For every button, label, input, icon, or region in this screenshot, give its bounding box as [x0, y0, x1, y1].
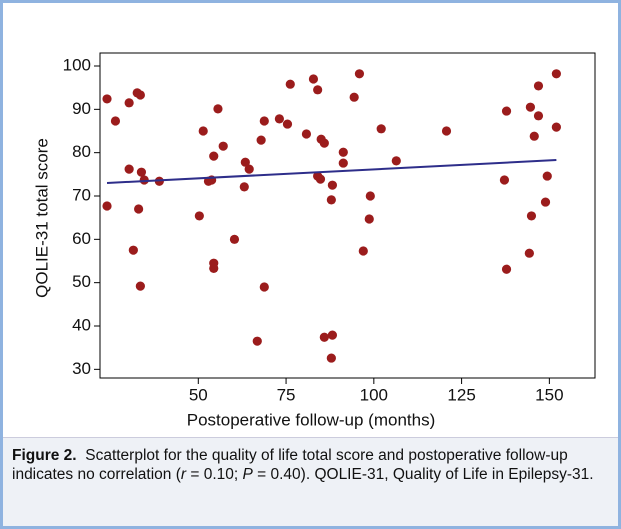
point	[102, 94, 112, 104]
caption: Figure 2. Scatterplot for the quality of…	[3, 437, 618, 526]
point	[525, 102, 536, 112]
point	[540, 197, 551, 207]
point	[499, 175, 510, 185]
point	[128, 245, 138, 255]
trend-line	[106, 159, 557, 184]
point	[349, 92, 359, 102]
point	[365, 191, 375, 201]
point	[213, 104, 223, 114]
point	[252, 336, 262, 346]
point	[542, 171, 552, 181]
x-tick-label: 50	[189, 385, 208, 404]
chart: Postoperative follow-up (months) QOLIE-3…	[32, 52, 596, 429]
point	[110, 116, 121, 126]
y-tick-label: 30	[72, 359, 91, 378]
point	[194, 211, 204, 221]
plot-frame	[99, 52, 596, 379]
point	[315, 174, 326, 184]
y-tick-label: 70	[72, 185, 91, 204]
point	[391, 156, 401, 166]
point	[218, 141, 228, 151]
x-tick-label: 150	[535, 385, 563, 404]
y-tick-label: 100	[63, 55, 91, 74]
point	[533, 111, 544, 121]
point	[338, 147, 348, 157]
point	[308, 74, 319, 84]
point	[259, 116, 269, 126]
point	[501, 106, 512, 116]
point	[135, 281, 145, 291]
point	[376, 124, 386, 134]
point	[124, 164, 134, 174]
point	[526, 211, 537, 221]
x-tick-label: 75	[277, 385, 296, 404]
x-axis-label: Postoperative follow-up (months)	[187, 410, 436, 429]
point	[274, 114, 284, 124]
point	[239, 182, 249, 192]
point	[524, 248, 534, 258]
point	[551, 69, 561, 79]
point	[139, 175, 149, 185]
point	[244, 164, 254, 174]
point	[533, 81, 544, 91]
point	[354, 69, 365, 79]
point	[209, 151, 219, 161]
point	[326, 353, 336, 363]
x-tick-label: 100	[360, 385, 388, 404]
point	[529, 131, 539, 141]
y-tick-label: 60	[72, 229, 91, 248]
caption-label: Figure 2.	[12, 447, 77, 464]
point	[135, 90, 145, 100]
point	[209, 263, 219, 273]
point	[551, 122, 561, 132]
point	[198, 126, 208, 136]
point	[364, 214, 374, 224]
x-tick-label: 125	[447, 385, 475, 404]
point	[136, 167, 147, 177]
point	[358, 246, 368, 256]
point	[319, 138, 329, 148]
point	[256, 135, 266, 145]
point	[313, 85, 323, 95]
caption-text: = 0.40). QOLIE-31, Quality of Life in Ep…	[252, 466, 594, 483]
point	[338, 158, 348, 168]
point	[134, 204, 144, 214]
point	[327, 330, 338, 340]
y-axis-label: QOLIE-31 total score	[32, 138, 51, 298]
point	[441, 126, 452, 136]
point	[102, 201, 112, 211]
point	[124, 98, 134, 108]
caption-text: Scatterplot for the quality of life tota…	[12, 447, 568, 483]
point	[327, 180, 338, 190]
point	[501, 264, 512, 274]
y-tick-label: 90	[72, 99, 91, 118]
y-tick-label: 80	[72, 142, 91, 161]
caption-text: P	[242, 466, 253, 483]
point	[326, 195, 336, 205]
caption-text: r	[180, 466, 187, 483]
point	[282, 119, 293, 129]
caption-text: = 0.10;	[186, 466, 243, 483]
point	[319, 332, 329, 342]
y-tick-label: 40	[72, 315, 91, 334]
point	[229, 234, 240, 244]
point	[301, 129, 312, 139]
point	[259, 282, 269, 292]
point	[285, 79, 295, 89]
y-tick-label: 50	[72, 272, 91, 291]
point	[240, 157, 250, 167]
